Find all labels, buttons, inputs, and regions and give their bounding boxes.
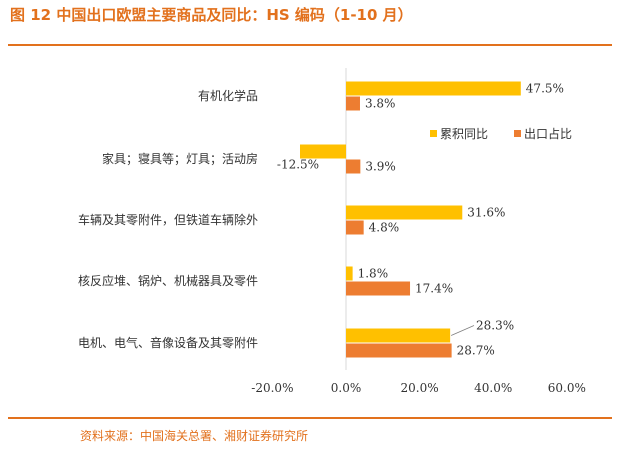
legend-label: 出口占比 <box>524 126 572 141</box>
category-label: 核反应堆、锅炉、机械器具及零件 <box>78 273 258 288</box>
data-label: 31.6% <box>467 206 505 220</box>
category-label: 有机化学品 <box>198 88 258 103</box>
data-label: 4.8% <box>369 221 400 235</box>
x-tick-label: -20.0% <box>251 381 293 395</box>
bar-cumulative-yoy <box>346 266 353 281</box>
bar-export-share <box>346 159 361 174</box>
legend-swatch-export-share <box>514 130 521 137</box>
x-tick-label: 0.0% <box>331 381 362 395</box>
x-tick-label: 40.0% <box>474 381 512 395</box>
bar-cumulative-yoy <box>300 144 346 159</box>
data-label-leader <box>450 325 475 336</box>
bar-export-share <box>346 343 452 358</box>
data-label: 1.8% <box>358 267 389 281</box>
data-label: -12.5% <box>277 158 319 172</box>
bar-export-share <box>346 96 360 111</box>
category-label: 车辆及其零附件，但铁道车辆除外 <box>78 212 258 227</box>
bar-export-share <box>346 281 411 296</box>
legend-swatch-cumulative-yoy <box>430 130 437 137</box>
chart-title: 图 12 中国出口欧盟主要商品及同比：HS 编码（1-10 月） <box>10 6 413 24</box>
x-tick-label: 60.0% <box>548 381 586 395</box>
data-label: 3.8% <box>365 97 396 111</box>
bar-cumulative-yoy <box>346 328 451 343</box>
category-label: 电机、电气、音像设备及其零附件 <box>78 335 258 350</box>
data-label: 47.5% <box>526 82 564 96</box>
data-label: 28.3% <box>476 319 514 333</box>
bar-cumulative-yoy <box>346 81 521 96</box>
data-label: 17.4% <box>415 282 453 296</box>
x-tick-label: 20.0% <box>401 381 439 395</box>
category-label: 家具；寝具等；灯具；活动房 <box>102 151 258 166</box>
data-label: 3.9% <box>365 160 396 174</box>
bar-export-share <box>346 220 364 235</box>
data-label: 28.7% <box>457 344 495 358</box>
source-note: 资料来源：中国海关总署、湘财证券研究所 <box>80 429 309 443</box>
legend-label: 累积同比 <box>440 127 488 141</box>
bottom-divider <box>8 417 612 419</box>
top-divider <box>8 44 612 46</box>
bar-cumulative-yoy <box>346 205 463 220</box>
